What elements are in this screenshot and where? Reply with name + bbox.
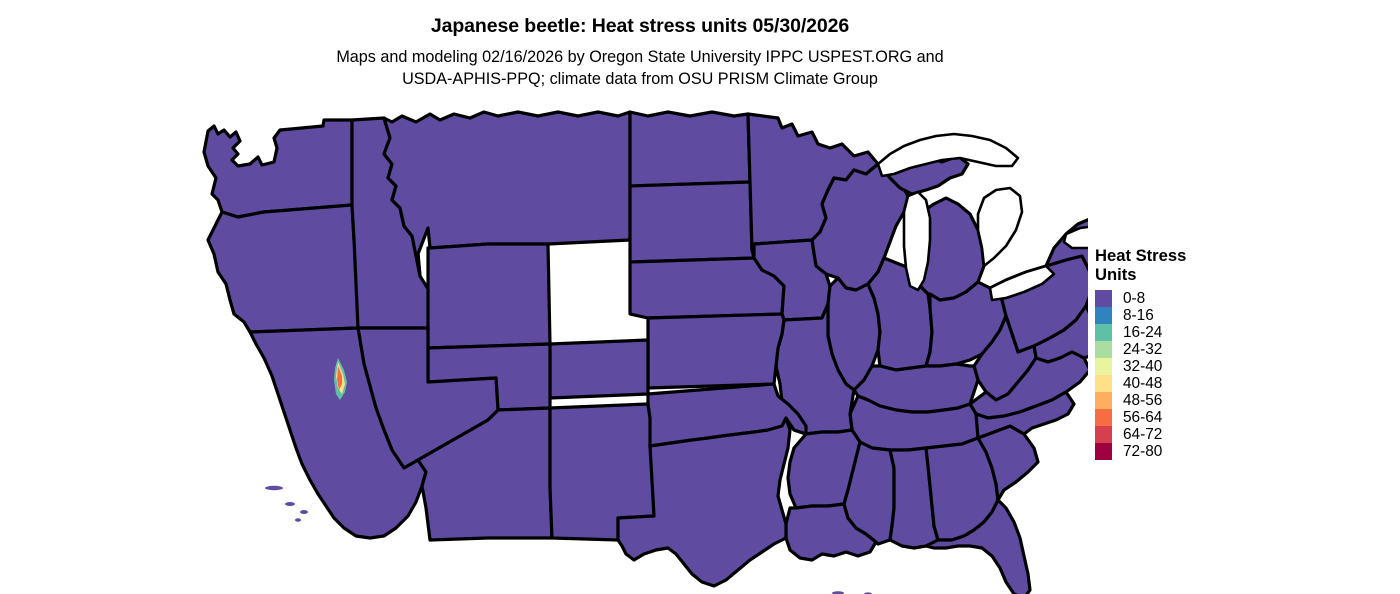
legend-entry[interactable]: 56-64 [1095,409,1275,426]
state-kansas[interactable] [646,312,786,390]
legend-entry[interactable]: 0-8 [1095,290,1275,307]
state-florida[interactable] [924,498,1032,594]
state-colorado[interactable] [548,338,650,400]
legend-entry[interactable]: 24-32 [1095,341,1275,358]
legend-entry-label: 40-48 [1123,375,1163,392]
us-map-svg[interactable] [178,108,1088,594]
legend-entry[interactable]: 32-40 [1095,358,1275,375]
legend-title-line-1: Heat Stress [1095,246,1187,265]
state-california[interactable] [248,326,428,540]
state-texas[interactable] [616,416,792,588]
map-legend: Heat Stress Units 0-8 8-16 16-24 24-32 [1095,246,1275,460]
legend-swatch [1095,290,1112,307]
offshore-islands [265,485,872,594]
legend-title: Heat Stress Units [1095,246,1207,284]
legend-entry[interactable]: 8-16 [1095,307,1275,324]
legend-swatch [1095,392,1112,409]
legend-entry-label: 64-72 [1123,426,1163,443]
legend-swatch [1095,324,1112,341]
state-north-dakota[interactable] [628,110,752,188]
state-south-dakota[interactable] [628,180,756,264]
state-washington[interactable] [202,118,354,219]
legend-swatch [1095,409,1112,426]
lake-huron [976,186,1024,268]
legend-entry-label: 8-16 [1123,307,1154,324]
legend-swatch [1095,426,1112,443]
state-north-carolina[interactable] [974,390,1076,440]
legend-swatch [1095,341,1112,358]
legend-swatch [1095,443,1112,460]
state-oregon[interactable] [206,203,360,334]
map-subtitle: Maps and modeling 02/16/2026 by Oregon S… [0,47,1280,90]
legend-swatch [1095,307,1112,324]
legend-entry-label: 48-56 [1123,392,1163,409]
states-fill-layer [202,110,1088,594]
title-block: Japanese beetle: Heat stress units 05/30… [0,14,1280,90]
state-louisiana[interactable] [784,502,878,562]
map-subtitle-line-2: USDA-APHIS-PPQ; climate data from OSU PR… [402,69,878,88]
legend-swatch [1095,375,1112,392]
great-lakes-layer [876,132,1088,302]
legend-entry-label: 32-40 [1123,358,1163,375]
legend-entry[interactable]: 48-56 [1095,392,1275,409]
legend-entry-list: 0-8 8-16 16-24 24-32 32-40 40-48 [1095,290,1275,460]
legend-swatch [1095,358,1112,375]
legend-entry-label: 16-24 [1123,324,1163,341]
choropleth-map[interactable] [178,108,1088,594]
lake-erie [988,264,1056,302]
legend-entry-label: 0-8 [1123,290,1146,307]
lake-superior [876,132,1020,178]
lake-michigan [902,190,932,292]
legend-entry-label: 24-32 [1123,341,1163,358]
legend-entry[interactable]: 16-24 [1095,324,1275,341]
lake-ontario [1062,225,1088,250]
state-wyoming[interactable] [426,242,552,350]
death-valley-hotspot [334,358,347,400]
legend-entry-label: 72-80 [1123,443,1163,460]
legend-entry[interactable]: 72-80 [1095,443,1275,460]
legend-title-line-2: Units [1095,265,1137,284]
legend-entry[interactable]: 40-48 [1095,375,1275,392]
page-title: Japanese beetle: Heat stress units 05/30… [430,15,850,37]
legend-entry[interactable]: 64-72 [1095,426,1275,443]
legend-entry-label: 56-64 [1123,409,1163,426]
map-subtitle-line-1: Maps and modeling 02/16/2026 by Oregon S… [336,48,944,66]
map-layers [202,110,1088,594]
